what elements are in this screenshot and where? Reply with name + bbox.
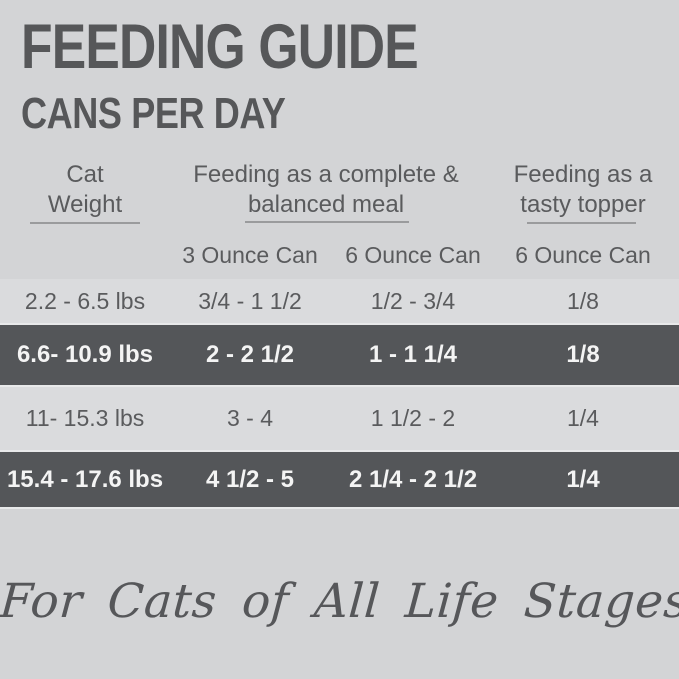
col-group-complete-meal-line2: balanced meal	[247, 191, 405, 218]
page-subtitle: CANS PER DAY	[21, 89, 286, 138]
tagline-all-life-stages: For Cats of All Life Stages	[0, 574, 679, 629]
cell-topper: 1/4	[567, 405, 599, 431]
underline-cat-weight	[30, 222, 140, 224]
col-group-tasty-topper-line2: tasty topper	[520, 191, 646, 218]
cell-6oz: 1 1/2 - 2	[370, 405, 456, 431]
cell-topper: 1/8	[567, 287, 599, 314]
subheader-6oz-can-meal: 6 Ounce Can	[345, 242, 481, 268]
cell-3oz: 3/4 - 1 1/2	[198, 287, 302, 314]
cell-3oz: 2 - 2 1/2	[205, 341, 295, 368]
cell-3oz: 3 - 4	[226, 405, 274, 431]
col-group-tasty-topper: Feeding as a tasty topper	[493, 160, 673, 220]
col-group-cat-weight-line1: Cat	[66, 161, 104, 188]
underline-complete-meal	[245, 221, 409, 223]
cell-6oz: 1/2 - 3/4	[370, 287, 456, 314]
cell-weight: 11- 15.3 lbs	[25, 405, 145, 431]
page-title: FEEDING GUIDE	[21, 12, 419, 82]
cell-weight: 15.4 - 17.6 lbs	[6, 465, 164, 493]
subheader-6oz-can-topper: 6 Ounce Can	[515, 242, 651, 268]
subheader-3oz-can: 3 Ounce Can	[182, 242, 318, 268]
col-group-cat-weight-line2: Weight	[47, 191, 123, 218]
cell-6oz: 2 1/4 - 2 1/2	[348, 465, 478, 493]
cell-3oz: 4 1/2 - 5	[205, 465, 295, 493]
underline-tasty-topper	[527, 222, 636, 224]
cell-weight: 6.6- 10.9 lbs	[16, 341, 154, 368]
col-group-cat-weight: Cat Weight	[0, 160, 170, 220]
cell-6oz: 1 - 1 1/4	[368, 341, 458, 368]
table-row: 15.4 - 17.6 lbs 4 1/2 - 5 2 1/4 - 2 1/2 …	[0, 450, 679, 509]
col-group-complete-meal: Feeding as a complete & balanced meal	[161, 160, 491, 220]
table-row: 11- 15.3 lbs 3 - 4 1 1/2 - 2 1/4	[0, 387, 679, 450]
table-row: 6.6- 10.9 lbs 2 - 2 1/2 1 - 1 1/4 1/8	[0, 323, 679, 387]
col-group-complete-meal-line1: Feeding as a complete &	[193, 161, 459, 188]
col-group-tasty-topper-line1: Feeding as a	[513, 161, 653, 188]
cell-weight: 2.2 - 6.5 lbs	[24, 287, 146, 314]
cell-topper: 1/8	[566, 341, 600, 368]
cell-topper: 1/4	[566, 465, 600, 493]
table-row: 2.2 - 6.5 lbs 3/4 - 1 1/2 1/2 - 3/4 1/8	[0, 279, 679, 323]
